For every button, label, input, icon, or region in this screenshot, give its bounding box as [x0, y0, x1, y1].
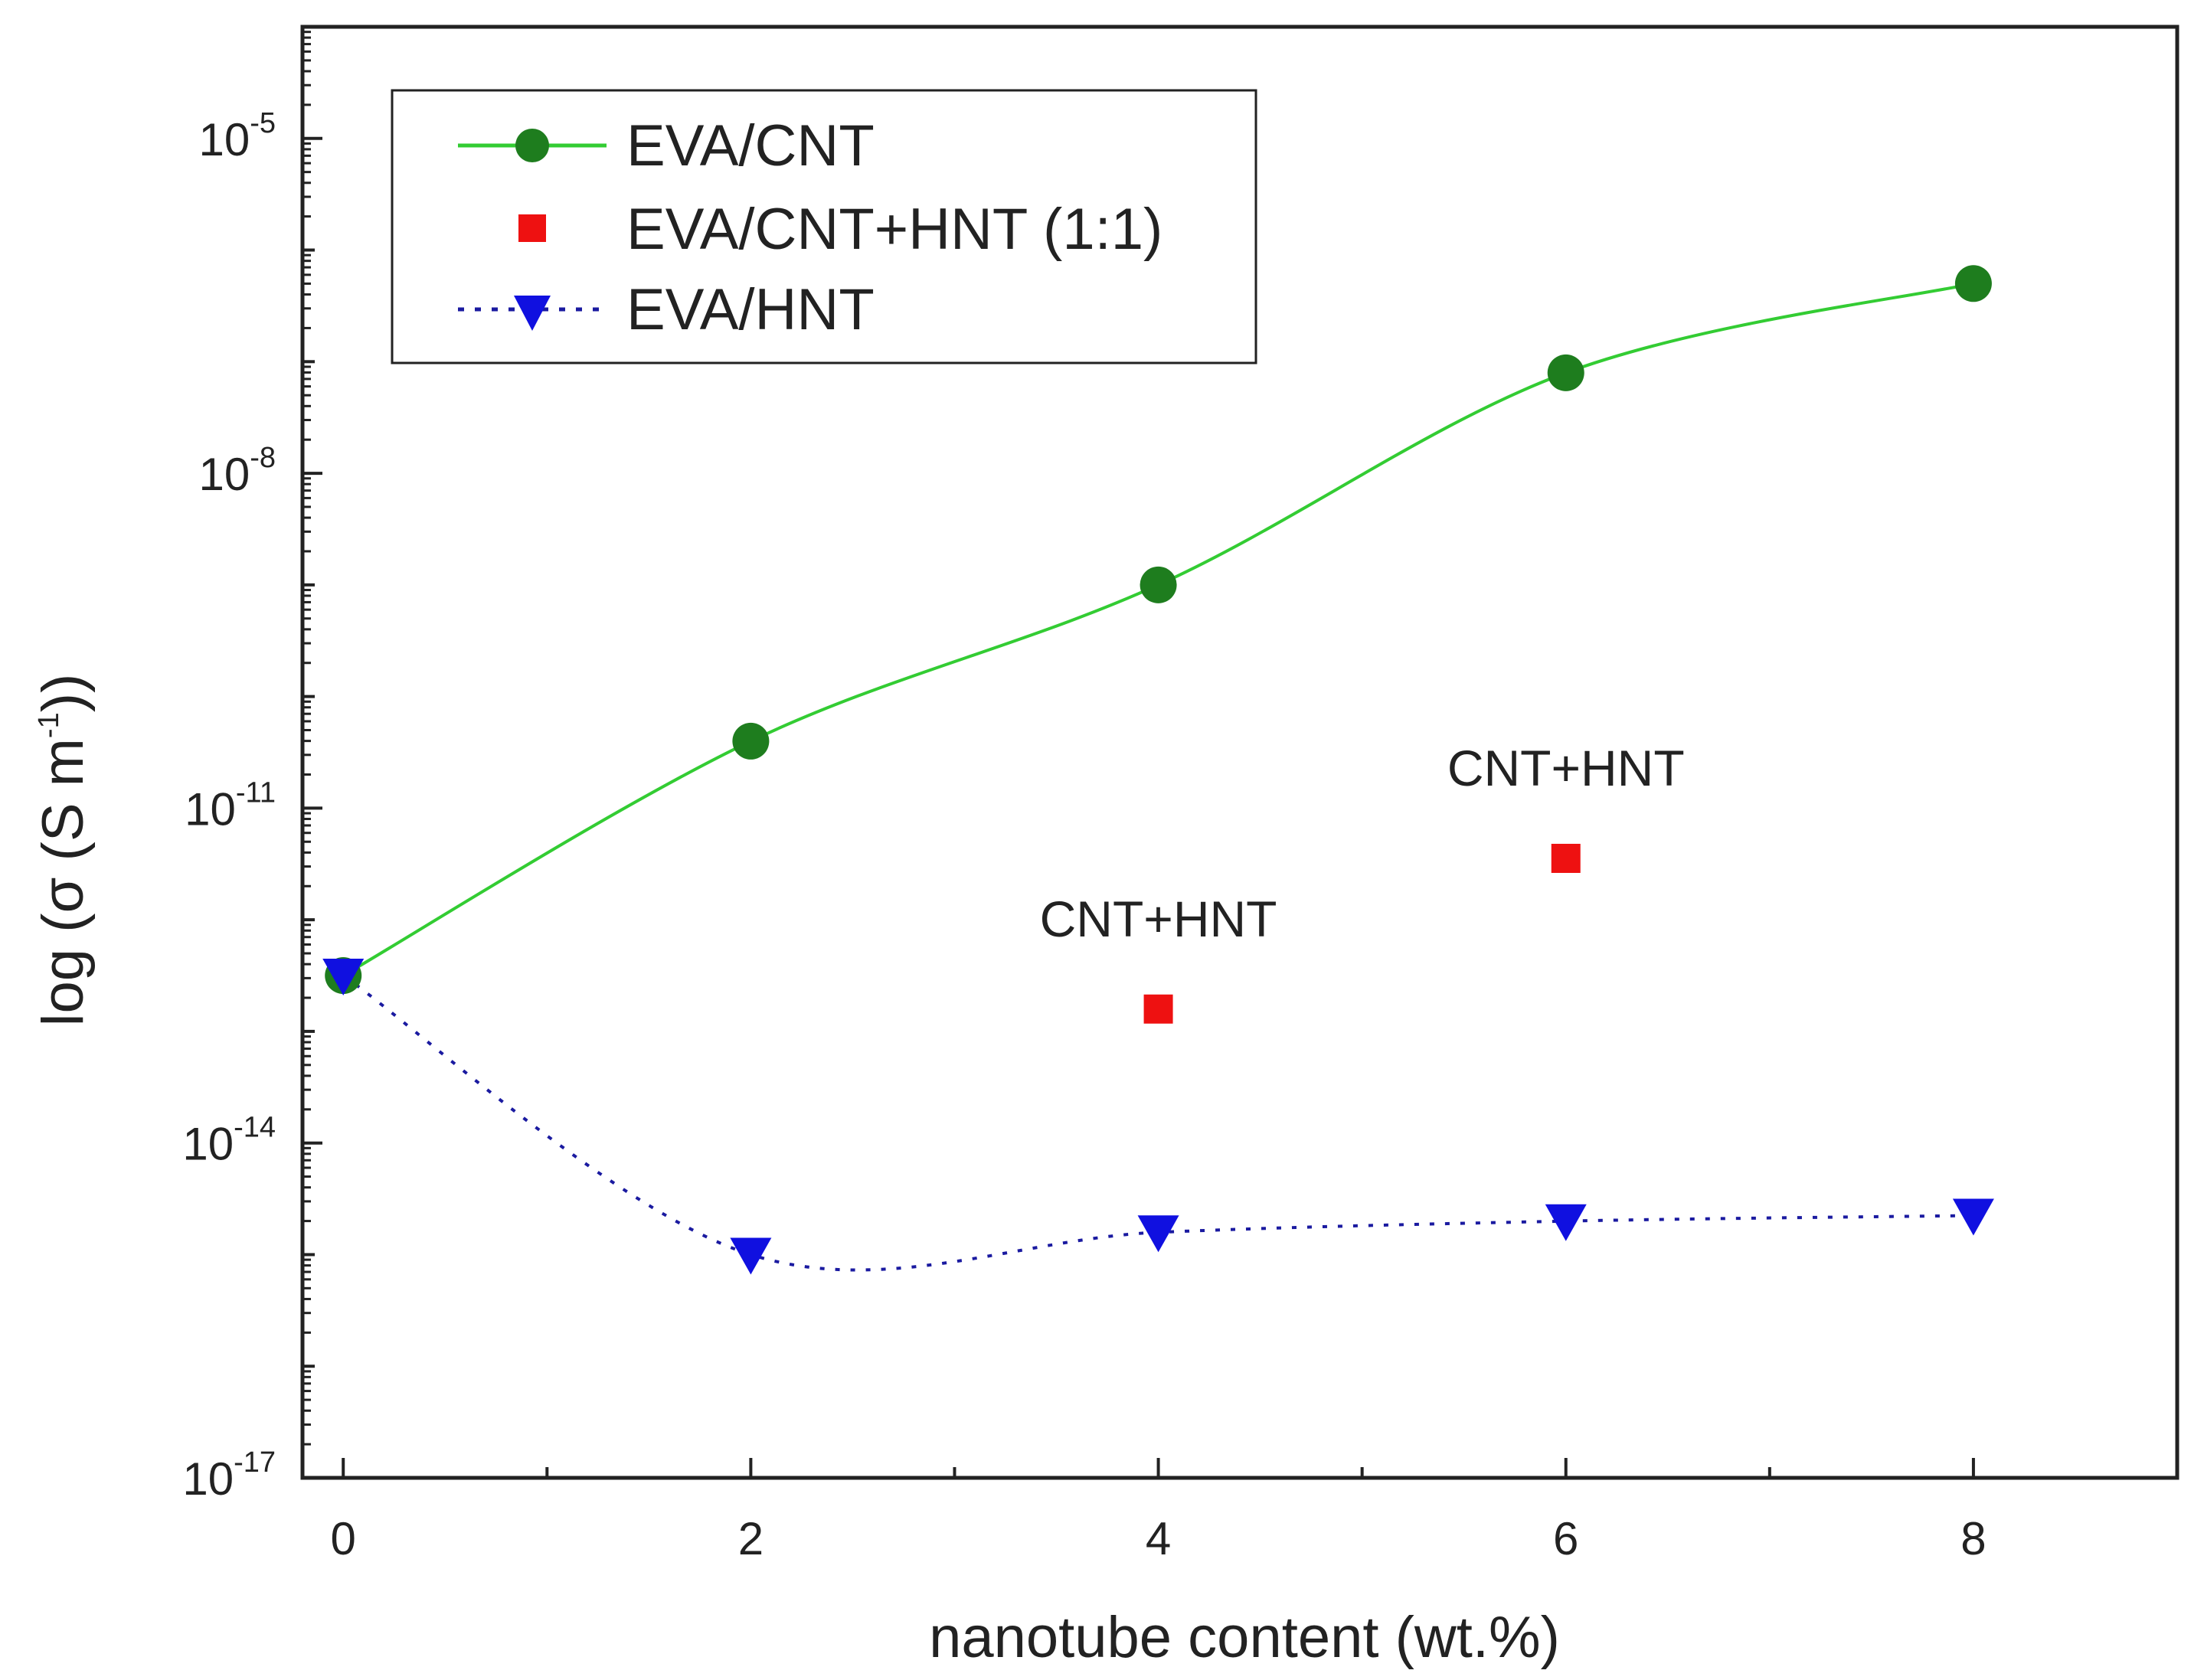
x-axis-ticks: 0 2 4 6 8	[331, 1458, 2179, 1564]
y-tick-label-exponent: -17	[234, 1446, 276, 1479]
y-tick-label--11: 10-11	[185, 776, 276, 835]
point-eva-cnt-6	[1547, 354, 1584, 391]
legend-marker-triangle-down	[514, 296, 551, 331]
y-axis-title-prefix: log (σ (S m	[31, 738, 96, 1026]
point-eva-hnt-8	[1952, 1198, 1994, 1236]
legend-item-eva-cnt: EVA/CNT	[458, 113, 875, 178]
y-tick-label--5: 10-5	[198, 107, 276, 165]
point-eva-cnt-2	[732, 722, 770, 760]
point-eva-hnt-0	[322, 959, 365, 996]
y-tick-label-base: 10	[198, 114, 250, 165]
y-tick-label--17: 10-17	[182, 1446, 276, 1505]
legend: EVA/CNT EVA/CNT+HNT (1:1) EVA/HNT	[391, 89, 1257, 364]
legend-marker-circle	[515, 129, 549, 162]
y-tick-label--14: 10-14	[182, 1112, 276, 1170]
plot-frame	[300, 25, 2179, 1480]
y-tick-label-exponent: -5	[250, 107, 276, 139]
legend-label-eva-hnt: EVA/HNT	[626, 277, 875, 342]
y-tick-label-base: 10	[182, 1119, 234, 1170]
y-tick-label-base: 10	[198, 449, 250, 500]
point-eva-cnt-4	[1140, 566, 1177, 603]
y-tick-label--8: 10-8	[198, 442, 276, 500]
y-axis-title-suffix: ))	[31, 674, 96, 713]
point-eva-hnt-6	[1545, 1204, 1587, 1241]
x-tick-label-6: 6	[1553, 1513, 1578, 1564]
point-eva-hnt-2	[730, 1237, 772, 1275]
x-tick-label-2: 2	[738, 1513, 764, 1564]
y-axis-title: log (σ (S m-1))	[31, 674, 96, 1027]
legend-marker-square	[518, 214, 546, 242]
legend-item-eva-hnt: EVA/HNT	[458, 277, 875, 342]
data-points	[322, 265, 1994, 1275]
x-tick-label-4: 4	[1146, 1513, 1171, 1564]
point-eva-hnt-4	[1137, 1215, 1179, 1253]
y-axis-title-exponent: -1	[33, 712, 65, 738]
x-tick-label-0: 0	[331, 1513, 356, 1564]
annotation-cnt-hnt-6: CNT+HNT	[1447, 740, 1685, 796]
y-tick-label-base: 10	[185, 783, 236, 835]
point-eva-cnt-hnt-1-1-4	[1143, 994, 1173, 1024]
point-eva-cnt-8	[1954, 265, 1992, 302]
legend-item-eva-cnt-hnt: EVA/CNT+HNT (1:1)	[518, 197, 1162, 262]
legend-label-eva-cnt-hnt: EVA/CNT+HNT (1:1)	[626, 197, 1162, 262]
y-tick-label-base: 10	[182, 1453, 234, 1505]
x-axis-title: nanotube content (wt.%)	[929, 1605, 1560, 1670]
y-tick-label-exponent: -11	[236, 776, 276, 809]
y-tick-label-exponent: -8	[250, 442, 276, 474]
annotation-cnt-hnt-4: CNT+HNT	[1040, 891, 1277, 947]
y-tick-label-exponent: -14	[234, 1112, 276, 1144]
x-tick-label-8: 8	[1960, 1513, 1986, 1564]
point-eva-cnt-hnt-1-1-6	[1551, 843, 1581, 873]
legend-label-eva-cnt: EVA/CNT	[626, 113, 875, 178]
